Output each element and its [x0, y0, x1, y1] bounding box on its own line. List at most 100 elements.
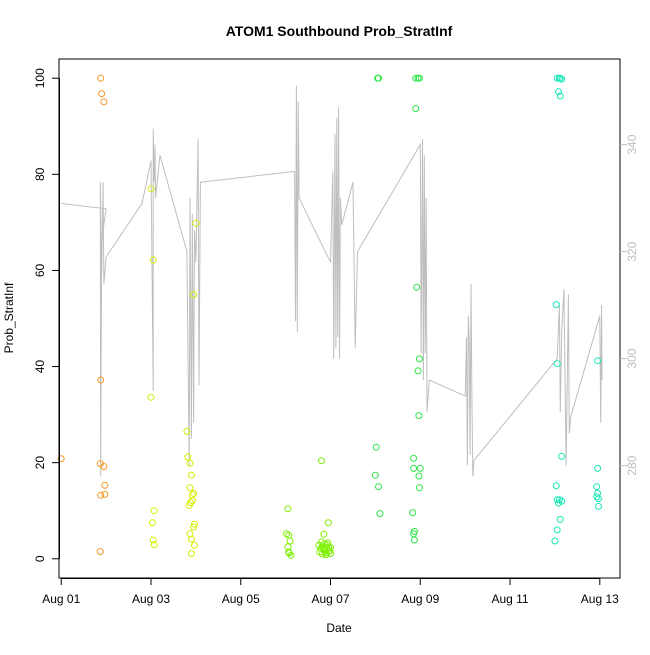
- y-tick-label: 20: [33, 456, 47, 470]
- data-point: [593, 483, 601, 491]
- data-point: [594, 489, 602, 497]
- data-point: [191, 520, 198, 528]
- data-point: [97, 74, 105, 82]
- secondary-line: [61, 85, 603, 477]
- data-point: [150, 507, 158, 515]
- data-point: [190, 523, 198, 531]
- data-point: [552, 482, 560, 490]
- x-tick-label: Aug 03: [132, 592, 170, 606]
- data-point: [320, 540, 328, 548]
- data-point: [553, 526, 561, 534]
- data-point: [97, 376, 105, 384]
- y-tick-label: 0: [33, 555, 47, 562]
- x-tick-label: Aug 01: [42, 592, 80, 606]
- data-point: [150, 541, 158, 549]
- data-point: [410, 454, 418, 462]
- data-point: [410, 536, 418, 544]
- x-axis-label: Date: [326, 621, 352, 635]
- data-point: [415, 484, 423, 492]
- secondary-y-axis: 280 300 320 340: [620, 134, 639, 476]
- data-point: [318, 550, 326, 558]
- data-point: [324, 519, 332, 527]
- data-point: [285, 548, 293, 556]
- y-tick-label: 60: [33, 263, 47, 277]
- data-point: [556, 74, 564, 82]
- data-point: [187, 499, 194, 507]
- y-tick-label: 40: [33, 360, 47, 374]
- data-point: [320, 530, 328, 538]
- x-tick-label: Aug 07: [312, 592, 350, 606]
- data-point: [286, 537, 294, 545]
- data-point: [186, 484, 194, 492]
- data-point: [147, 393, 155, 401]
- data-point: [190, 291, 198, 298]
- data-point: [100, 463, 108, 470]
- data-point: [413, 283, 421, 291]
- y2-tick-label: 300: [625, 348, 639, 368]
- y-axis-label: Prob_StratInf: [2, 282, 16, 353]
- data-point: [414, 367, 422, 375]
- data-point: [556, 515, 564, 523]
- data-point: [101, 481, 109, 489]
- y-tick-label: 100: [33, 68, 47, 88]
- data-point: [187, 471, 195, 479]
- data-point: [188, 497, 196, 505]
- data-point: [184, 453, 192, 461]
- data-point: [101, 490, 109, 498]
- y2-tick-label: 340: [625, 134, 639, 154]
- data-point: [415, 74, 423, 82]
- data-point: [410, 464, 418, 472]
- chart-title: ATOM1 Southbound Prob_StratInf: [226, 23, 453, 39]
- data-point: [148, 519, 156, 527]
- data-point: [191, 541, 198, 549]
- data-point: [187, 535, 195, 543]
- data-point: [553, 496, 561, 504]
- data-point: [558, 75, 566, 83]
- data-point: [284, 505, 292, 513]
- data-point: [192, 219, 200, 227]
- x-tick-label: Aug 13: [581, 592, 619, 606]
- data-point: [327, 544, 334, 552]
- data-point: [375, 74, 382, 82]
- series-2: [283, 457, 334, 559]
- data-point: [552, 301, 560, 309]
- data-point: [593, 493, 601, 501]
- data-point: [97, 491, 105, 499]
- data-point: [556, 92, 564, 100]
- data-point: [412, 74, 420, 82]
- data-point: [375, 483, 382, 491]
- x-tick-label: Aug 09: [401, 592, 439, 606]
- data-point: [412, 105, 420, 112]
- data-point: [186, 459, 194, 467]
- data-point: [416, 464, 424, 472]
- y-axis: 0 20 40 60 80 100: [33, 68, 60, 562]
- data-point: [594, 357, 602, 365]
- data-point: [415, 355, 423, 363]
- series-1: [147, 185, 200, 557]
- data-point: [325, 547, 333, 555]
- y-tick-label: 80: [33, 167, 47, 181]
- data-point: [183, 427, 191, 435]
- data-point: [149, 536, 157, 544]
- data-point: [553, 360, 561, 368]
- data-point: [371, 471, 379, 479]
- data-point: [558, 452, 566, 460]
- data-point: [415, 412, 423, 420]
- x-tick-label: Aug 05: [222, 592, 260, 606]
- data-point: [187, 550, 195, 557]
- data-point: [149, 256, 157, 264]
- data-point: [555, 88, 562, 96]
- series-0: [57, 74, 109, 556]
- data-point: [376, 510, 384, 518]
- series-4: [551, 74, 602, 545]
- data-point: [595, 502, 602, 510]
- data-point: [100, 98, 108, 106]
- data-point: [415, 472, 423, 480]
- data-point: [595, 495, 602, 503]
- data-point: [594, 464, 602, 472]
- data-point: [558, 497, 566, 505]
- x-axis: Aug 01 Aug 03 Aug 05 Aug 07 Aug 09 Aug 11 Aug …: [42, 578, 619, 606]
- data-point: [553, 74, 561, 82]
- data-point: [147, 185, 155, 193]
